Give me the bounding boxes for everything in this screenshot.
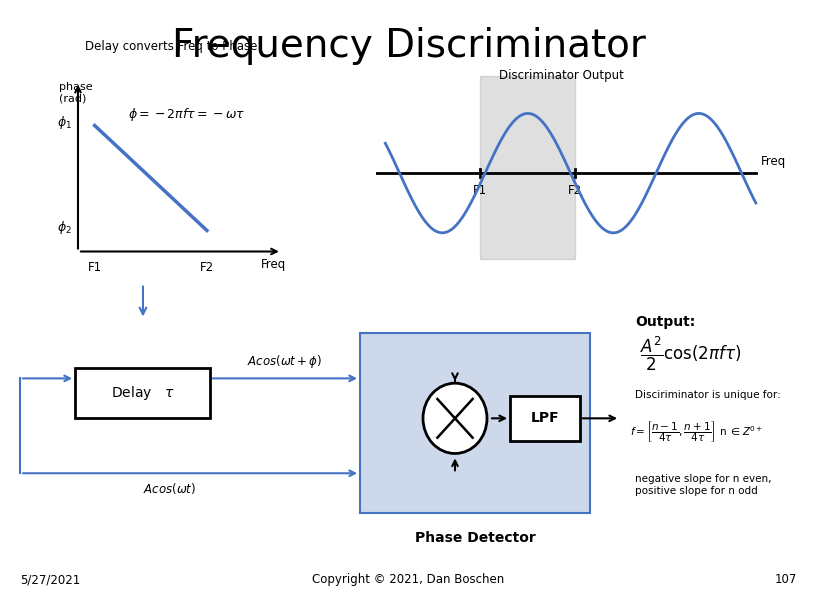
Text: Frequency Discriminator: Frequency Discriminator	[172, 27, 645, 65]
Text: 5/27/2021: 5/27/2021	[20, 573, 81, 586]
Text: Phase Detector: Phase Detector	[414, 531, 535, 545]
Text: $Acos(\omega t + \phi)$: $Acos(\omega t + \phi)$	[248, 353, 323, 370]
Ellipse shape	[423, 383, 487, 454]
Text: negative slope for n even,
positive slope for n odd: negative slope for n even, positive slop…	[635, 475, 771, 496]
Text: $Acos(\omega t)$: $Acos(\omega t)$	[144, 481, 197, 496]
Text: Disciriminator is unique for:: Disciriminator is unique for:	[635, 390, 781, 401]
Text: phase
(rad): phase (rad)	[60, 82, 93, 103]
Text: F1: F1	[87, 261, 101, 274]
Text: $\phi = -2\pi f\tau = -\omega\tau$: $\phi = -2\pi f\tau = -\omega\tau$	[127, 106, 244, 122]
Text: $f = \left[\dfrac{n-1}{4\tau}, \dfrac{n+1}{4\tau}\right]$ n $\in Z^{0+}$: $f = \left[\dfrac{n-1}{4\tau}, \dfrac{n+…	[630, 419, 763, 444]
Text: LPF: LPF	[531, 411, 560, 425]
Text: Discriminator Output: Discriminator Output	[499, 69, 624, 82]
Text: $\phi_2$: $\phi_2$	[57, 219, 72, 236]
Text: F2: F2	[200, 261, 214, 274]
FancyBboxPatch shape	[510, 396, 580, 441]
Text: F2: F2	[569, 184, 583, 197]
Text: $\phi_1$: $\phi_1$	[56, 113, 72, 131]
Text: Copyright © 2021, Dan Boschen: Copyright © 2021, Dan Boschen	[312, 573, 505, 586]
Text: Output:: Output:	[635, 315, 695, 330]
Text: Freq: Freq	[761, 155, 786, 168]
FancyBboxPatch shape	[75, 368, 210, 418]
Text: Freq: Freq	[261, 258, 286, 271]
Text: $\dfrac{A^2}{2}\cos(2\pi f\tau)$: $\dfrac{A^2}{2}\cos(2\pi f\tau)$	[640, 334, 742, 373]
Text: Delay converts Freq to Phase: Delay converts Freq to Phase	[86, 40, 257, 53]
Bar	[480, 76, 575, 259]
Text: 107: 107	[775, 573, 797, 586]
Text: Delay   $\tau$: Delay $\tau$	[111, 384, 174, 402]
Text: F1: F1	[473, 184, 488, 197]
FancyBboxPatch shape	[360, 334, 590, 513]
